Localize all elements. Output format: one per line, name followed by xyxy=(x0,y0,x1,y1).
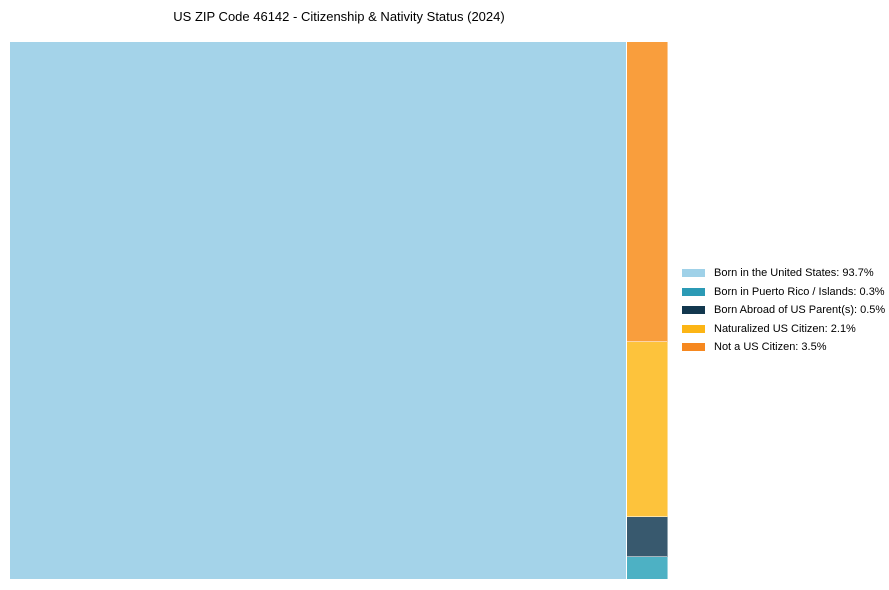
legend-swatch-born-in-us xyxy=(682,269,705,277)
legend-swatch-not-us-citizen xyxy=(682,343,705,351)
treemap-minor-column xyxy=(627,42,668,579)
legend-label-born-in-us: Born in the United States: 93.7% xyxy=(714,267,874,279)
legend-item-born-in-puerto-rico: Born in Puerto Rico / Islands: 0.3% xyxy=(682,286,885,298)
treemap xyxy=(10,42,668,579)
legend: Born in the United States: 93.7% Born in… xyxy=(682,267,885,360)
treemap-rect-born-abroad-us-parents[interactable] xyxy=(627,517,668,557)
legend-swatch-born-in-puerto-rico xyxy=(682,287,705,296)
treemap-rect-born-in-puerto-rico[interactable] xyxy=(627,557,668,579)
legend-item-born-abroad-us-parents: Born Abroad of US Parent(s): 0.5% xyxy=(682,304,885,316)
legend-label-not-us-citizen: Not a US Citizen: 3.5% xyxy=(714,341,827,353)
legend-item-born-in-us: Born in the United States: 93.7% xyxy=(682,267,885,279)
legend-item-naturalized-citizen: Naturalized US Citizen: 2.1% xyxy=(682,323,885,335)
legend-item-not-us-citizen: Not a US Citizen: 3.5% xyxy=(682,341,885,353)
legend-label-born-in-puerto-rico: Born in Puerto Rico / Islands: 0.3% xyxy=(714,285,885,298)
legend-label-born-abroad-us-parents: Born Abroad of US Parent(s): 0.5% xyxy=(714,304,886,316)
treemap-rect-not-us-citizen[interactable] xyxy=(627,42,668,342)
legend-label-naturalized-citizen: Naturalized US Citizen: 2.1% xyxy=(714,322,856,335)
treemap-rect-born-in-us[interactable] xyxy=(10,42,626,579)
legend-swatch-born-abroad-us-parents xyxy=(682,306,705,314)
chart-title: US ZIP Code 46142 - Citizenship & Nativi… xyxy=(173,9,505,24)
legend-swatch-naturalized-citizen xyxy=(682,324,705,333)
treemap-rect-naturalized-citizen[interactable] xyxy=(627,342,668,517)
